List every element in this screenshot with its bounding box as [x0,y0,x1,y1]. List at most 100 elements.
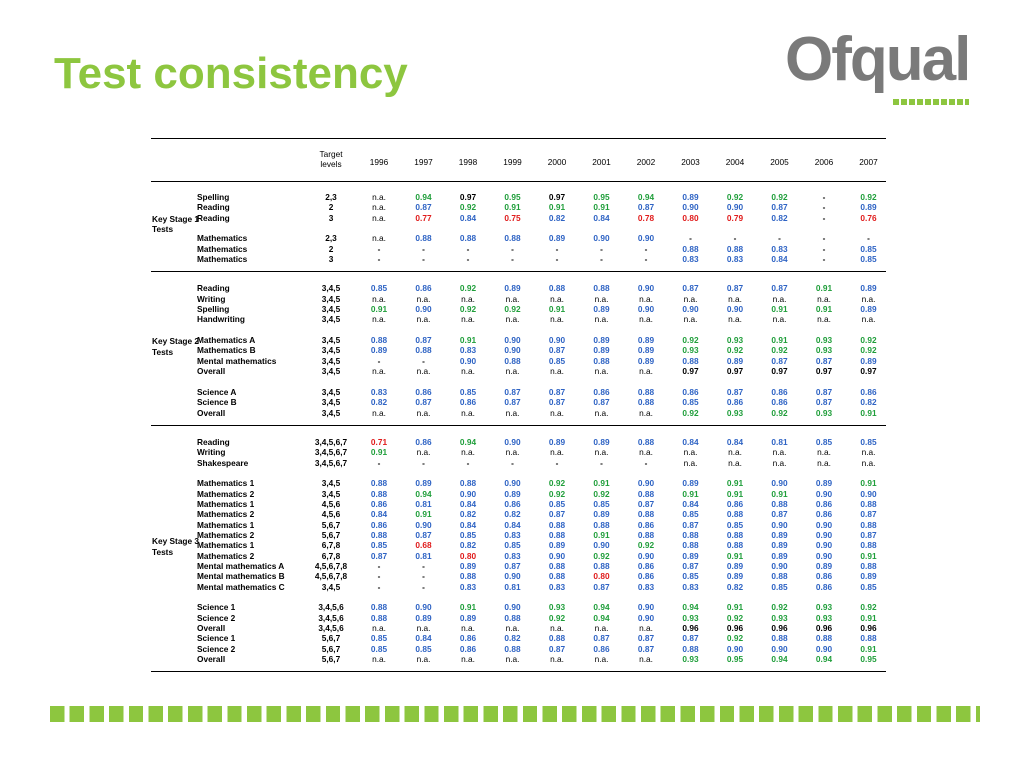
table-row: Handwriting 3,4,5 n.a. n.a. n.a. n.a. n.a. n.a.… [151,314,886,324]
value-cell: - [511,243,514,254]
value-cell: 0.82 [726,581,744,592]
value-cell: 0.88 [370,335,388,346]
value-cell: 0.83 [726,254,744,265]
table-row: Science B 3,4,5 0.82 0.87 0.86 0.87 0.87 0.87 0.… [151,397,886,407]
value-cell: 0.84 [593,212,610,223]
target-level-cell: 3,4,5,6 [318,623,344,634]
value-cell: - [422,355,425,366]
value-cell: 0.86 [815,498,833,509]
value-cell: 0.85 [860,243,877,254]
key-stage-label-line2: Tests [152,346,174,357]
value-cell: 0.93 [682,654,699,665]
row-gap [151,377,886,387]
value-cell: 0.83 [682,581,699,592]
value-cell: 0.88 [726,529,744,540]
value-cell: 0.81 [504,581,521,592]
value-cell: n.a. [372,407,386,418]
value-cell: 0.90 [726,304,744,315]
subject-cell: Mathematics [197,254,248,265]
value-cell: 0.93 [682,345,699,356]
value-cell: 0.91 [726,478,744,489]
value-cell: 0.93 [815,602,833,613]
target-level-cell: 3,4,5 [321,304,341,315]
value-cell: - [555,254,559,265]
value-cell: n.a. [372,233,386,244]
row-gap [151,325,886,335]
value-cell: n.a. [372,623,386,634]
subject-cell: Reading [197,436,230,447]
value-cell: 0.90 [504,478,521,489]
value-cell: 0.84 [682,498,699,509]
value-cell: 0.90 [637,283,655,294]
header-rule [151,181,886,182]
value-cell: - [644,243,648,254]
value-cell: 0.86 [415,386,432,397]
year-header: 2000 [547,157,567,167]
value-cell: 0.75 [504,212,521,223]
value-cell: 0.92 [771,345,788,356]
value-cell: 0.85 [370,643,388,654]
subject-cell: Overall [197,654,226,665]
value-cell: 0.91 [370,447,388,458]
value-cell: - [422,571,425,582]
value-cell: 0.91 [771,488,788,499]
value-cell: 0.90 [771,519,788,530]
value-cell: 0.84 [459,498,477,509]
year-header: 1999 [503,157,522,167]
value-cell: 0.93 [815,407,833,418]
table-row: Reading 3 n.a. 0.77 0.84 0.75 0.82 0.84 0.78 0.80… [151,213,886,223]
value-cell: 0.94 [637,192,655,202]
value-cell: 0.91 [593,202,610,213]
value-cell: 0.92 [548,612,566,623]
value-cell: 0.85 [593,498,610,509]
value-cell: 0.89 [860,571,877,582]
value-cell: 0.90 [771,561,788,571]
value-cell: 0.88 [370,612,388,623]
value-cell: 0.88 [593,355,610,366]
value-cell: 0.90 [415,602,432,613]
value-cell: 0.90 [726,643,744,654]
value-cell: 0.89 [593,436,610,447]
target-level-cell: 3 [328,254,334,265]
value-cell: - [822,212,826,223]
subject-cell: Mental mathematics C [197,581,285,592]
table-header: Target levels 1996 1997 1998 1999 2000 2001 20… [151,139,886,181]
value-cell: 0.82 [504,509,521,520]
value-cell: - [422,581,425,592]
value-cell: 0.86 [504,498,521,509]
value-cell: 0.91 [860,643,877,654]
key-stage-label: Key Stage 3 Tests [152,536,199,557]
value-cell: 0.84 [682,436,699,447]
value-cell: - [422,457,425,468]
value-cell: n.a. [683,447,698,458]
value-cell: 0.90 [637,602,655,613]
value-cell: - [822,192,826,202]
value-cell: 0.83 [771,243,788,254]
value-cell: 0.92 [548,478,566,489]
value-cell: 0.89 [815,561,833,571]
subject-cell: Reading [197,212,230,223]
value-cell: 0.89 [771,550,788,561]
value-cell: n.a. [505,623,520,634]
value-cell: - [644,254,648,265]
value-cell: n.a. [817,314,831,325]
value-cell: 0.93 [771,612,788,623]
subject-cell: Shakespeare [197,457,249,468]
value-cell: 0.89 [637,345,655,356]
value-cell: 0.94 [593,612,610,623]
value-cell: 0.88 [504,233,521,244]
value-cell: 0.87 [504,386,521,397]
value-cell: 0.86 [860,386,877,397]
value-cell: 0.87 [415,335,432,346]
target-level-cell: 4,5,6,7,8 [314,561,348,571]
value-cell: 0.90 [637,304,655,315]
target-level-cell: 3,4,5 [321,488,341,499]
value-cell: 0.92 [459,202,477,213]
value-cell: n.a. [461,314,475,325]
value-cell: 0.82 [548,212,566,223]
value-cell: 0.89 [726,355,744,366]
value-cell: n.a. [550,407,564,418]
value-cell: n.a. [772,447,787,458]
row-gap [151,592,886,602]
subject-cell: Science B [197,397,237,408]
